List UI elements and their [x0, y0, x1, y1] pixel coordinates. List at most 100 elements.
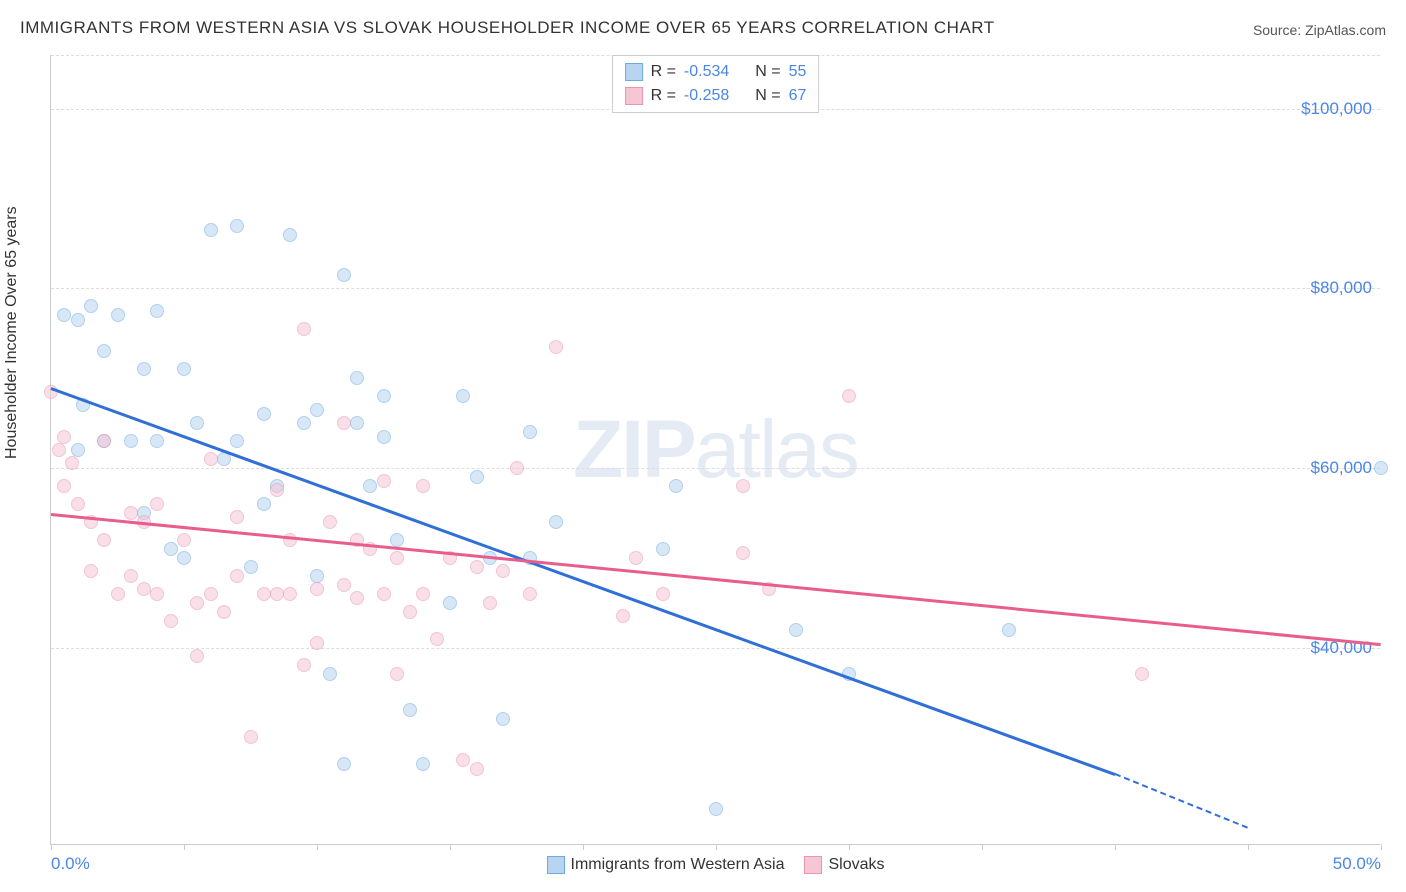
scatter-point	[456, 753, 470, 767]
scatter-point	[111, 587, 125, 601]
scatter-point	[310, 569, 324, 583]
scatter-point	[177, 551, 191, 565]
scatter-point	[350, 371, 364, 385]
scatter-point	[470, 762, 484, 776]
scatter-point	[84, 564, 98, 578]
scatter-point	[456, 389, 470, 403]
scatter-point	[377, 389, 391, 403]
scatter-point	[363, 479, 377, 493]
scatter-point	[283, 587, 297, 601]
scatter-point	[310, 636, 324, 650]
scatter-point	[310, 403, 324, 417]
scatter-point	[483, 596, 497, 610]
scatter-point	[736, 546, 750, 560]
scatter-point	[297, 658, 311, 672]
scatter-point	[390, 551, 404, 565]
scatter-point	[709, 802, 723, 816]
scatter-point	[164, 614, 178, 628]
scatter-point	[57, 479, 71, 493]
scatter-point	[1002, 623, 1016, 637]
x-tick	[184, 844, 185, 850]
scatter-point	[1374, 461, 1388, 475]
x-tick	[849, 844, 850, 850]
scatter-point	[283, 533, 297, 547]
scatter-point	[430, 632, 444, 646]
scatter-point	[190, 416, 204, 430]
series-legend: Immigrants from Western AsiaSlovaks	[546, 856, 884, 874]
scatter-point	[510, 461, 524, 475]
scatter-point	[257, 407, 271, 421]
scatter-point	[283, 228, 297, 242]
r-value: -0.534	[684, 60, 729, 84]
watermark-atlas: atlas	[695, 404, 858, 495]
x-tick	[450, 844, 451, 850]
scatter-point	[416, 479, 430, 493]
legend-swatch	[546, 856, 564, 874]
scatter-point	[230, 434, 244, 448]
legend-series-label: Immigrants from Western Asia	[570, 856, 784, 874]
scatter-point	[137, 582, 151, 596]
scatter-point	[111, 308, 125, 322]
scatter-point	[736, 479, 750, 493]
gridline	[51, 648, 1380, 649]
x-tick	[1248, 844, 1249, 850]
scatter-point	[470, 560, 484, 574]
scatter-point	[656, 587, 670, 601]
scatter-point	[842, 389, 856, 403]
scatter-point	[270, 483, 284, 497]
scatter-point	[257, 587, 271, 601]
source-attribution: Source: ZipAtlas.com	[1253, 22, 1386, 38]
scatter-point	[177, 362, 191, 376]
scatter-point	[656, 542, 670, 556]
scatter-point	[124, 506, 138, 520]
scatter-point	[124, 434, 138, 448]
scatter-point	[65, 456, 79, 470]
x-tick	[1115, 844, 1116, 850]
scatter-point	[297, 416, 311, 430]
scatter-point	[150, 434, 164, 448]
trend-line	[1115, 773, 1249, 829]
y-tick-label: $60,000	[1311, 458, 1372, 478]
chart-title: IMMIGRANTS FROM WESTERN ASIA VS SLOVAK H…	[20, 18, 995, 38]
scatter-point	[1135, 667, 1149, 681]
scatter-point	[244, 560, 258, 574]
legend-swatch	[625, 63, 643, 81]
scatter-point	[84, 299, 98, 313]
scatter-point	[71, 443, 85, 457]
x-tick	[51, 844, 52, 850]
scatter-point	[124, 569, 138, 583]
chart-plot-area: ZIPatlas R =-0.534N =55R =-0.258N =67 Im…	[50, 55, 1380, 845]
scatter-point	[190, 649, 204, 663]
scatter-point	[377, 587, 391, 601]
y-tick-label: $100,000	[1301, 99, 1372, 119]
scatter-point	[150, 587, 164, 601]
scatter-point	[337, 268, 351, 282]
scatter-point	[230, 510, 244, 524]
y-axis-label: Householder Income Over 65 years	[3, 206, 21, 459]
scatter-point	[629, 551, 643, 565]
scatter-point	[57, 308, 71, 322]
scatter-point	[137, 362, 151, 376]
scatter-point	[669, 479, 683, 493]
gridline	[51, 468, 1380, 469]
legend-correlation-row: R =-0.534N =55	[625, 60, 807, 84]
scatter-point	[350, 591, 364, 605]
legend-swatch	[625, 87, 643, 105]
trend-line	[51, 513, 1381, 646]
scatter-point	[71, 497, 85, 511]
scatter-point	[204, 587, 218, 601]
scatter-point	[337, 416, 351, 430]
legend-series-item: Immigrants from Western Asia	[546, 856, 784, 874]
scatter-point	[270, 587, 284, 601]
scatter-point	[377, 474, 391, 488]
scatter-point	[523, 425, 537, 439]
scatter-point	[323, 667, 337, 681]
n-label: N =	[755, 60, 780, 84]
x-tick	[982, 844, 983, 850]
legend-swatch	[804, 856, 822, 874]
scatter-point	[443, 596, 457, 610]
x-tick-label: 0.0%	[51, 854, 90, 874]
scatter-point	[52, 443, 66, 457]
scatter-point	[97, 533, 111, 547]
scatter-point	[549, 340, 563, 354]
